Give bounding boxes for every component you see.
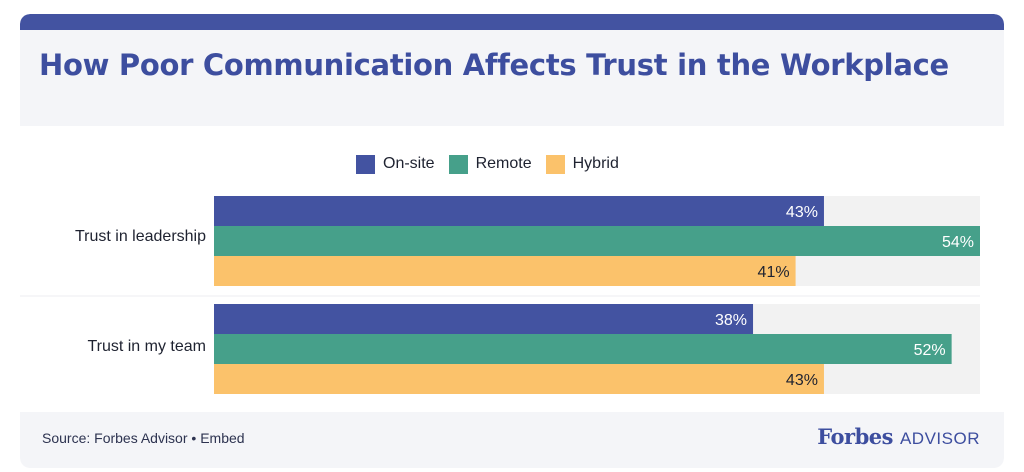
legend: On-site Remote Hybrid	[356, 153, 619, 175]
legend-item-remote: Remote	[448, 154, 532, 174]
legend-swatch-onsite	[356, 154, 375, 174]
legend-label-onsite: On-site	[383, 155, 435, 172]
legend-swatch-hybrid	[545, 154, 565, 174]
category-label-trust-in-leadership: Trust in leadership	[75, 228, 206, 245]
data-label-trust-in-my-team-hybrid: 43%	[786, 372, 818, 389]
legend-item-onsite: On-site	[356, 154, 435, 174]
bar-trust-in-my-team-on-site	[214, 304, 754, 334]
footer-band	[20, 412, 1004, 468]
brand-sub: ADVISOR	[899, 429, 980, 448]
bar-trust-in-my-team-remote	[214, 334, 952, 364]
bar-trust-in-leadership-on-site	[214, 196, 824, 226]
bar-trust-in-leadership-remote	[214, 226, 980, 256]
legend-item-hybrid: Hybrid	[545, 154, 619, 174]
chart-title: How Poor Communication Affects Trust in …	[39, 48, 949, 82]
header-band	[20, 30, 1004, 126]
legend-swatch-remote	[448, 154, 468, 174]
data-label-trust-in-leadership-on-site: 43%	[786, 204, 818, 221]
bar-trust-in-my-team-hybrid	[214, 364, 824, 394]
chart-card: How Poor Communication Affects Trust in …	[20, 14, 1004, 468]
source-note: Source: Forbes Advisor • Embed	[42, 430, 245, 446]
legend-label-remote: Remote	[475, 155, 532, 172]
data-label-trust-in-my-team-remote: 52%	[914, 342, 946, 359]
bar-trust-in-leadership-hybrid	[214, 256, 796, 286]
brand-name: Forbes	[817, 424, 893, 449]
category-label-trust-in-my-team: Trust in my team	[87, 338, 206, 355]
accent-bar	[20, 14, 1004, 30]
data-label-trust-in-leadership-remote: 54%	[942, 234, 974, 251]
legend-label-hybrid: Hybrid	[572, 155, 619, 172]
bar-chart: Trust in leadership 43% 54% 41% Trust in my …	[20, 196, 980, 394]
data-label-trust-in-leadership-hybrid: 41%	[758, 264, 790, 281]
brand-logo: Forbes ADVISOR	[817, 424, 980, 449]
data-label-trust-in-my-team-on-site: 38%	[715, 312, 747, 329]
